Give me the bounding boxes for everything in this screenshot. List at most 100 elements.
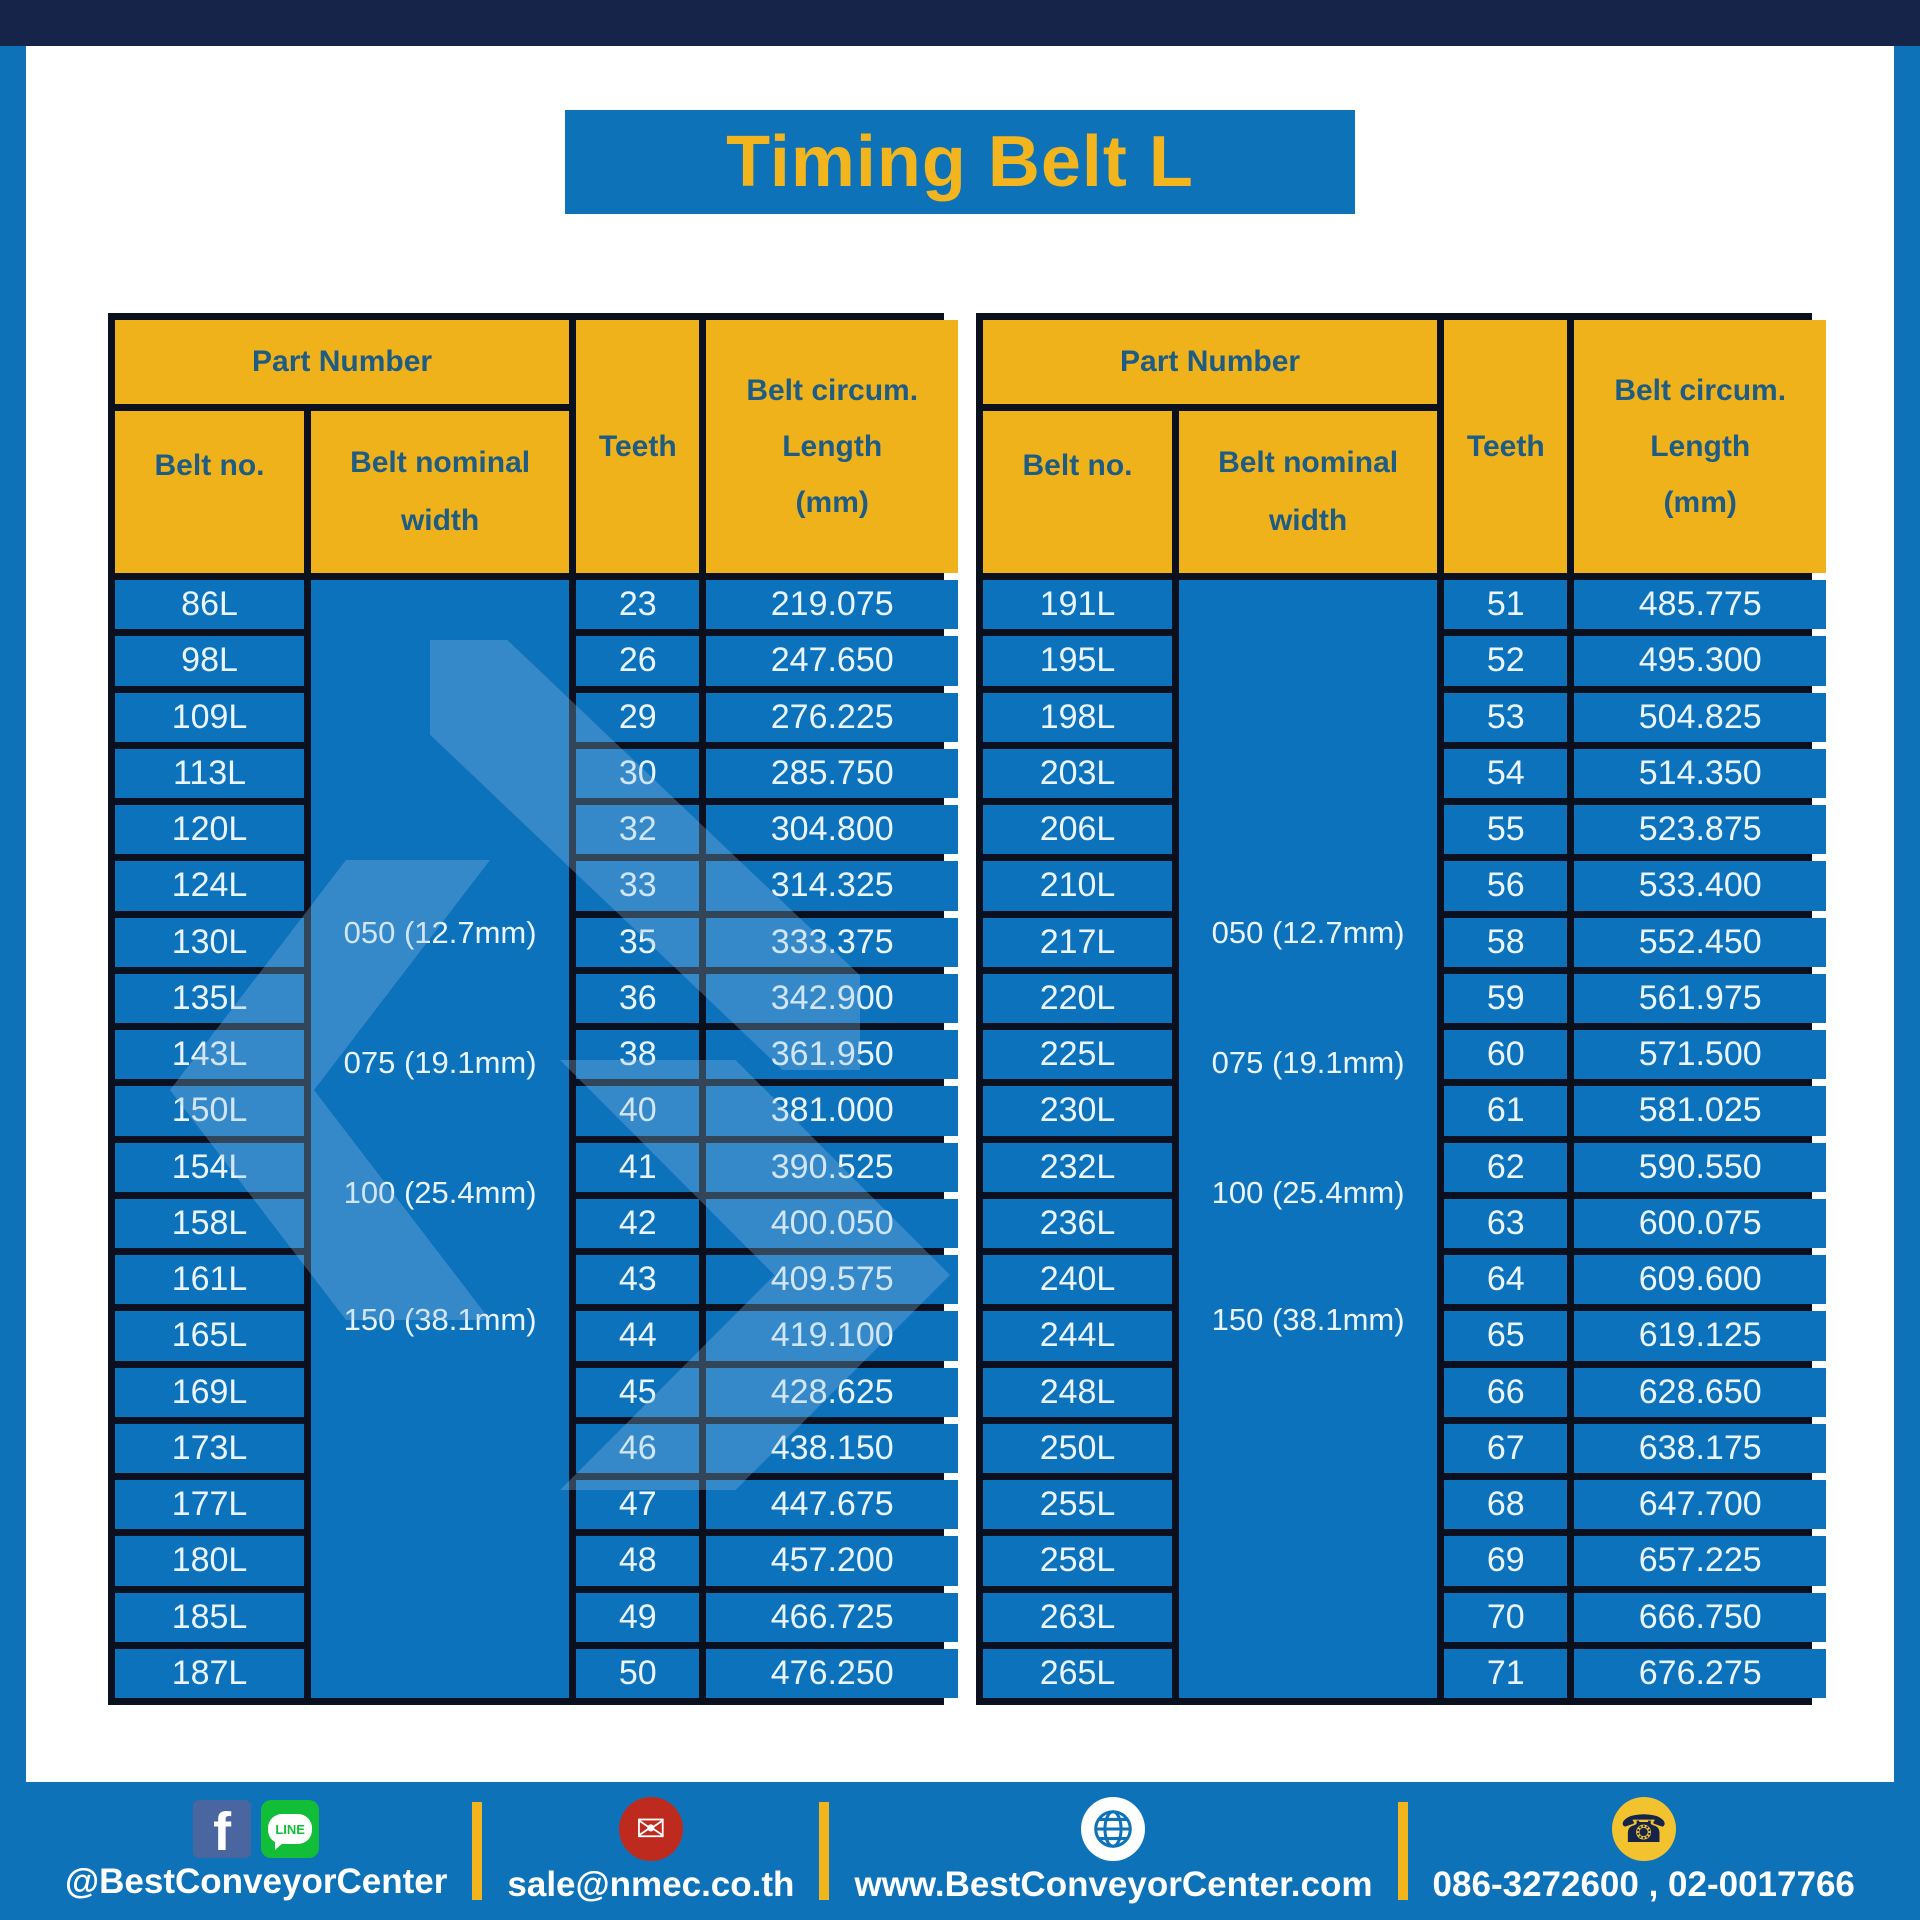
belt-no-cell: 180L (115, 1536, 305, 1586)
belt-no-cell: 150L (115, 1086, 305, 1136)
part-number-header: Part Number (115, 320, 570, 404)
belt-circum-line3: (mm) (1663, 485, 1737, 519)
teeth-cell: 54 (1444, 748, 1568, 798)
length-cell: 561.975 (1574, 973, 1826, 1023)
teeth-cell: 53 (1444, 692, 1568, 742)
belt-no-cell: 225L (983, 1030, 1173, 1080)
footer-divider (819, 1802, 830, 1900)
belt-no-cell: 177L (115, 1480, 305, 1530)
width-label: 150 (38.1mm) (1211, 1302, 1405, 1338)
footer-divider (472, 1802, 483, 1900)
teeth-header: Teeth (576, 320, 700, 573)
teeth-cell: 63 (1444, 1198, 1568, 1248)
belt-no-cell: 86L (115, 580, 305, 630)
belt-no-cell: 135L (115, 973, 305, 1023)
teeth-cell: 58 (1444, 917, 1568, 967)
teeth-cell: 64 (1444, 1255, 1568, 1305)
teeth-cell: 61 (1444, 1086, 1568, 1136)
length-cell: 476.250 (706, 1648, 958, 1698)
length-cell: 438.150 (706, 1423, 958, 1473)
teeth-cell: 44 (576, 1311, 700, 1361)
teeth-cell: 56 (1444, 861, 1568, 911)
teeth-cell: 67 (1444, 1423, 1568, 1473)
belt-nominal-line2: width (1268, 504, 1348, 537)
belt-no-cell: 255L (983, 1480, 1173, 1530)
teeth-cell: 42 (576, 1198, 700, 1248)
belt-no-header: Belt no. (115, 411, 305, 573)
teeth-cell: 30 (576, 748, 700, 798)
width-label: 100 (25.4mm) (1211, 1174, 1405, 1210)
teeth-cell: 52 (1444, 636, 1568, 686)
facebook-handle: @BestConveyorCenter (65, 1862, 448, 1901)
length-cell: 581.025 (1574, 1086, 1826, 1136)
teeth-cell: 71 (1444, 1648, 1568, 1698)
teeth-cell: 69 (1444, 1536, 1568, 1586)
teeth-cell: 26 (576, 636, 700, 686)
belt-circum-line1: Belt circum. (746, 373, 919, 407)
length-cell: 533.400 (1574, 861, 1826, 911)
belt-no-cell: 248L (983, 1367, 1173, 1417)
belt-circum-line1: Belt circum. (1614, 373, 1787, 407)
belt-width-merged-cell: 050 (12.7mm) 075 (19.1mm) 100 (25.4mm) 1… (1179, 580, 1438, 1698)
length-cell: 590.550 (1574, 1142, 1826, 1192)
teeth-cell: 36 (576, 973, 700, 1023)
length-cell: 333.375 (706, 917, 958, 967)
length-cell: 523.875 (1574, 805, 1826, 855)
line-icon: LINE (261, 1800, 320, 1858)
length-cell: 409.575 (706, 1255, 958, 1305)
belt-width-merged-cell: 050 (12.7mm) 075 (19.1mm) 100 (25.4mm) 1… (311, 580, 570, 1698)
teeth-cell: 33 (576, 861, 700, 911)
phone-numbers: 086-3272600 , 02-0017766 (1432, 1865, 1855, 1904)
teeth-cell: 35 (576, 917, 700, 967)
length-cell: 304.800 (706, 805, 958, 855)
belt-no-cell: 191L (983, 580, 1173, 630)
belt-no-cell: 124L (115, 861, 305, 911)
belt-no-cell: 198L (983, 692, 1173, 742)
length-cell: 419.100 (706, 1311, 958, 1361)
belt-no-cell: 154L (115, 1142, 305, 1192)
teeth-cell: 45 (576, 1367, 700, 1417)
length-cell: 219.075 (706, 580, 958, 630)
teeth-cell: 32 (576, 805, 700, 855)
length-cell: 342.900 (706, 973, 958, 1023)
teeth-cell: 60 (1444, 1030, 1568, 1080)
length-cell: 457.200 (706, 1536, 958, 1586)
length-cell: 276.225 (706, 692, 958, 742)
length-cell: 390.525 (706, 1142, 958, 1192)
belt-nominal-width-header: Belt nominal width (1179, 411, 1438, 573)
length-cell: 676.275 (1574, 1648, 1826, 1698)
length-cell: 485.775 (1574, 580, 1826, 630)
spec-table-right: Part Number Belt no. Belt nominal width … (976, 313, 1826, 1705)
belt-no-cell: 187L (115, 1648, 305, 1698)
teeth-cell: 68 (1444, 1480, 1568, 1530)
page-title: Timing Belt L (726, 122, 1194, 202)
length-cell: 314.325 (706, 861, 958, 911)
website-section: www.BestConveyorCenter.com (854, 1797, 1372, 1905)
belt-no-cell: 232L (983, 1142, 1173, 1192)
length-cell: 381.000 (706, 1086, 958, 1136)
belt-no-cell: 158L (115, 1198, 305, 1248)
length-cell: 447.675 (706, 1480, 958, 1530)
belt-no-cell: 240L (983, 1255, 1173, 1305)
length-cell: 504.825 (1574, 692, 1826, 742)
width-label: 150 (38.1mm) (343, 1302, 537, 1338)
length-cell: 638.175 (1574, 1423, 1826, 1473)
belt-nominal-width-header: Belt nominal width (311, 411, 570, 573)
teeth-cell: 47 (576, 1480, 700, 1530)
part-number-header: Part Number (983, 320, 1438, 404)
belt-no-cell: 206L (983, 805, 1173, 855)
belt-no-cell: 113L (115, 748, 305, 798)
belt-nominal-line1: Belt nominal (1218, 446, 1399, 479)
belt-no-cell: 165L (115, 1311, 305, 1361)
globe-icon (1081, 1797, 1146, 1861)
belt-no-cell: 185L (115, 1592, 305, 1642)
length-cell: 619.125 (1574, 1311, 1826, 1361)
belt-circum-line2: Length (1650, 429, 1751, 463)
width-label: 075 (19.1mm) (343, 1044, 537, 1080)
teeth-cell: 49 (576, 1592, 700, 1642)
length-cell: 628.650 (1574, 1367, 1826, 1417)
belt-circum-header: Belt circum. Length (mm) (706, 320, 958, 573)
belt-circum-line2: Length (782, 429, 883, 463)
belt-no-cell: 244L (983, 1311, 1173, 1361)
